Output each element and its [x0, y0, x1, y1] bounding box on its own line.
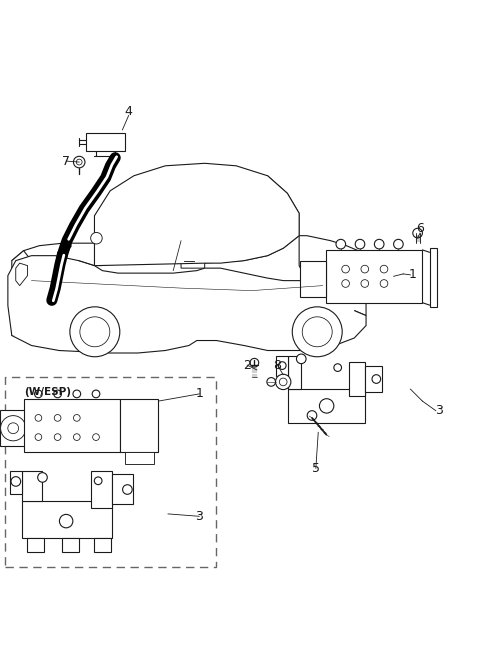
Polygon shape — [61, 538, 79, 552]
Circle shape — [267, 378, 276, 387]
Polygon shape — [22, 501, 112, 538]
Circle shape — [413, 228, 422, 238]
Polygon shape — [326, 250, 422, 303]
Circle shape — [94, 477, 102, 485]
Polygon shape — [348, 362, 365, 396]
Polygon shape — [24, 398, 120, 452]
Circle shape — [372, 375, 381, 383]
Text: 4: 4 — [125, 105, 132, 118]
Polygon shape — [12, 310, 366, 353]
Text: 3: 3 — [435, 404, 443, 417]
Polygon shape — [112, 474, 133, 505]
Circle shape — [336, 239, 346, 249]
Polygon shape — [300, 261, 326, 298]
Bar — [89, 133, 122, 137]
Circle shape — [8, 423, 19, 434]
Text: 1: 1 — [195, 387, 203, 400]
Circle shape — [355, 239, 365, 249]
Bar — [5, 377, 216, 567]
Polygon shape — [204, 176, 299, 263]
Circle shape — [73, 156, 85, 168]
Bar — [86, 133, 125, 151]
Circle shape — [0, 416, 26, 441]
Text: (W/ESP): (W/ESP) — [24, 387, 71, 396]
Circle shape — [92, 390, 100, 398]
Circle shape — [342, 280, 349, 287]
Circle shape — [91, 233, 102, 244]
Circle shape — [54, 414, 61, 421]
Circle shape — [279, 378, 287, 386]
Circle shape — [292, 307, 342, 357]
Circle shape — [361, 280, 369, 287]
Polygon shape — [365, 365, 382, 392]
Polygon shape — [288, 389, 365, 423]
Text: 2: 2 — [243, 359, 251, 371]
Polygon shape — [125, 452, 154, 463]
Polygon shape — [95, 201, 181, 266]
Circle shape — [250, 359, 259, 367]
Text: 8: 8 — [274, 359, 281, 371]
Polygon shape — [91, 471, 112, 508]
Circle shape — [11, 477, 21, 486]
Text: 6: 6 — [416, 222, 424, 235]
Circle shape — [73, 390, 81, 398]
Polygon shape — [16, 263, 27, 286]
Polygon shape — [276, 355, 288, 376]
Circle shape — [342, 265, 349, 273]
Circle shape — [54, 434, 61, 440]
Circle shape — [76, 159, 82, 165]
Polygon shape — [27, 538, 44, 552]
Polygon shape — [0, 410, 26, 446]
Polygon shape — [181, 235, 220, 268]
Circle shape — [122, 485, 132, 495]
Polygon shape — [12, 251, 32, 335]
Circle shape — [60, 514, 73, 528]
Circle shape — [35, 414, 42, 421]
Circle shape — [37, 473, 47, 482]
Circle shape — [320, 398, 334, 413]
Circle shape — [374, 239, 384, 249]
Circle shape — [93, 434, 99, 440]
Polygon shape — [430, 247, 437, 306]
Polygon shape — [12, 243, 95, 266]
Circle shape — [276, 374, 291, 390]
Circle shape — [361, 265, 369, 273]
Polygon shape — [120, 398, 158, 452]
Circle shape — [307, 410, 317, 420]
Circle shape — [302, 317, 332, 347]
Circle shape — [380, 280, 388, 287]
Circle shape — [297, 354, 306, 364]
Polygon shape — [299, 235, 366, 280]
Polygon shape — [8, 256, 366, 335]
Polygon shape — [12, 300, 32, 335]
Text: 5: 5 — [312, 462, 320, 475]
Circle shape — [334, 364, 341, 371]
Circle shape — [70, 307, 120, 357]
Circle shape — [278, 362, 286, 369]
Polygon shape — [95, 163, 299, 266]
Polygon shape — [94, 538, 111, 552]
Polygon shape — [22, 471, 42, 501]
Circle shape — [54, 390, 61, 398]
Circle shape — [380, 265, 388, 273]
Circle shape — [73, 414, 80, 421]
Circle shape — [73, 434, 80, 440]
Circle shape — [35, 390, 42, 398]
Text: 7: 7 — [62, 154, 70, 168]
Circle shape — [394, 239, 403, 249]
Text: 1: 1 — [409, 269, 417, 281]
Polygon shape — [288, 355, 301, 389]
Text: 3: 3 — [195, 510, 203, 523]
Circle shape — [80, 317, 110, 347]
Circle shape — [35, 434, 42, 440]
Polygon shape — [10, 471, 22, 494]
